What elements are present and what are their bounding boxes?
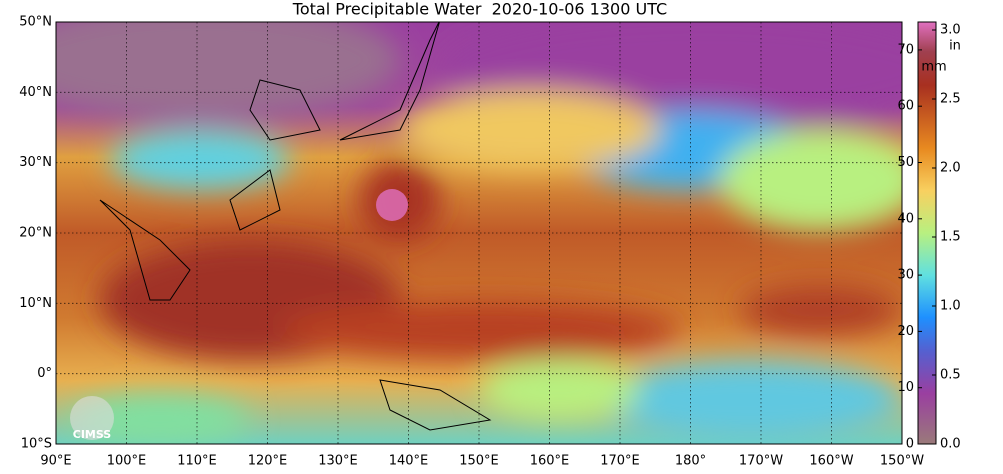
mm-tick-label: 20 xyxy=(897,324,914,339)
lon-label: 170°W xyxy=(739,454,783,469)
in-tick-label: 1.0 xyxy=(940,299,961,314)
lon-label: 120°E xyxy=(248,454,288,469)
lon-label: 130°E xyxy=(318,454,358,469)
mm-tick-label: 30 xyxy=(897,268,914,283)
lat-label: 40°N xyxy=(19,85,52,100)
mm-tick-label: 50 xyxy=(897,155,914,170)
in-tick-label: 0.5 xyxy=(940,368,961,383)
mm-tick-label: 60 xyxy=(897,99,914,114)
in-tick-label: 2.5 xyxy=(940,92,961,107)
lon-label: 180° xyxy=(675,454,706,469)
title: Total Precipitable Water 2020-10-06 1300… xyxy=(292,0,667,19)
colorbar xyxy=(917,21,937,445)
lon-label: 160°E xyxy=(530,454,570,469)
lat-label: 10°S xyxy=(21,437,52,452)
lon-label: 140°E xyxy=(389,454,429,469)
mm-tick-label: 70 xyxy=(897,42,914,57)
lon-label: 150°E xyxy=(459,454,499,469)
tpw-field xyxy=(56,22,902,444)
lat-label: 20°N xyxy=(19,226,52,241)
colorbar-unit-mm: mm xyxy=(921,60,946,75)
in-tick-label: 2.0 xyxy=(940,161,961,176)
logo-text: CIMSS xyxy=(73,428,112,441)
lon-label: 170°E xyxy=(600,454,640,469)
lon-label: 110°E xyxy=(177,454,217,469)
lon-label: 90°E xyxy=(40,454,71,469)
lat-label: 0° xyxy=(37,366,52,381)
lat-label: 50°N xyxy=(19,15,52,30)
in-tick-label: 0.0 xyxy=(940,437,961,452)
colorbar-unit-in: in xyxy=(949,39,961,54)
in-tick-label: 1.5 xyxy=(940,230,961,245)
mm-tick-label: 10 xyxy=(897,380,914,395)
logo: CIMSS xyxy=(70,396,114,441)
lon-label: 150°W xyxy=(880,454,924,469)
mm-tick-label: 40 xyxy=(897,211,914,226)
lat-label: 30°N xyxy=(19,155,52,170)
in-tick-label: 3.0 xyxy=(940,23,961,38)
lon-label: 100°E xyxy=(107,454,147,469)
mm-tick-label: 0 xyxy=(906,437,914,452)
lon-label: 160°W xyxy=(809,454,853,469)
lat-label: 10°N xyxy=(19,296,52,311)
